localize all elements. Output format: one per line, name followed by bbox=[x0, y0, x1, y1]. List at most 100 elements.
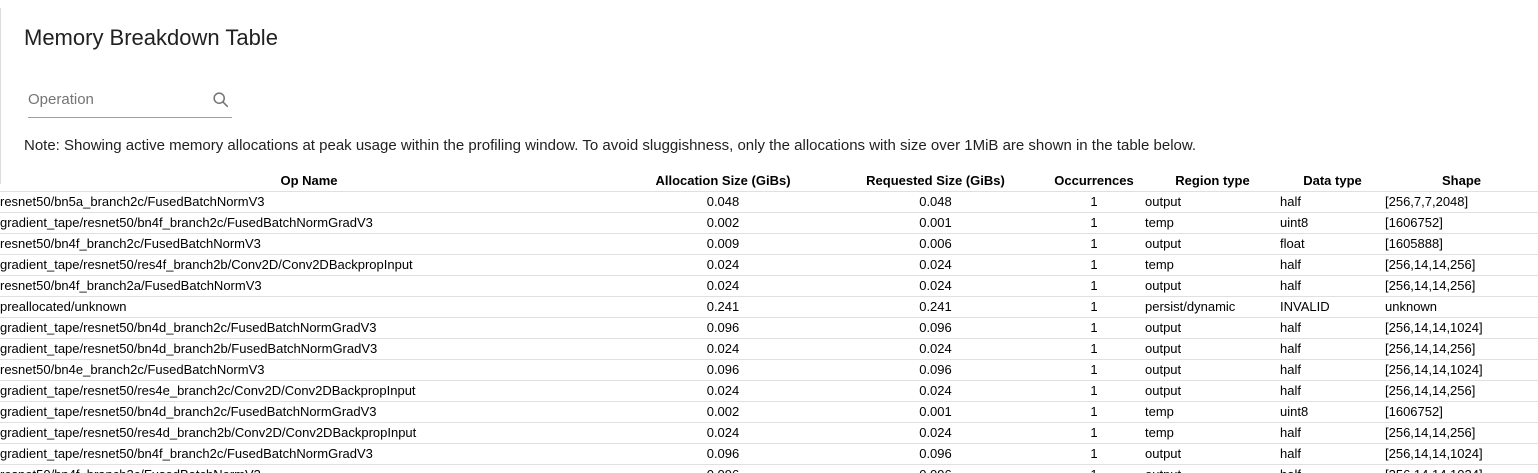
cell-occ: 1 bbox=[1090, 278, 1098, 293]
table-row[interactable]: gradient_tape/resnet50/bn4f_branch2c/Fus… bbox=[0, 213, 1538, 234]
cell-dtype: half bbox=[1280, 341, 1301, 356]
table-row[interactable]: gradient_tape/resnet50/bn4d_branch2b/Fus… bbox=[0, 339, 1538, 360]
page-title: Memory Breakdown Table bbox=[24, 25, 278, 50]
cell-req: 0.001 bbox=[919, 404, 952, 419]
cell-shape: [256,14,14,1024] bbox=[1385, 362, 1483, 377]
table-row[interactable]: gradient_tape/resnet50/bn4d_branch2c/Fus… bbox=[0, 318, 1538, 339]
cell-alloc: 0.096 bbox=[618, 465, 828, 473]
cell-op: gradient_tape/resnet50/res4d_branch2b/Co… bbox=[0, 425, 417, 440]
table-row[interactable]: resnet50/bn4f_branch2c/FusedBatchNormV3 0… bbox=[0, 234, 1538, 255]
cell-op: gradient_tape/resnet50/bn4f_branch2c/Fus… bbox=[0, 446, 373, 461]
column-header-allocation-size[interactable]: Allocation Size (GiBs) bbox=[655, 173, 791, 188]
column-header-requested-size[interactable]: Requested Size (GiBs) bbox=[866, 173, 1005, 188]
cell-dtype: float bbox=[1280, 236, 1305, 251]
cell-occ: 1 bbox=[1090, 425, 1098, 440]
column-header-region-type[interactable]: Region type bbox=[1175, 173, 1250, 188]
cell-req: 0.024 bbox=[919, 383, 952, 398]
table-row[interactable]: resnet50/bn5a_branch2c/FusedBatchNormV3 0… bbox=[0, 192, 1538, 213]
cell-dtype: half bbox=[1280, 446, 1301, 461]
cell-dtype: half bbox=[1280, 257, 1301, 272]
cell-alloc: 0.024 bbox=[706, 383, 740, 398]
cell-dtype: half bbox=[1280, 465, 1385, 473]
cell-region: output bbox=[1145, 236, 1182, 251]
cell-region: output bbox=[1145, 383, 1182, 398]
cell-dtype: INVALID bbox=[1280, 299, 1330, 314]
cell-req: 0.096 bbox=[919, 362, 952, 377]
table-row[interactable]: gradient_tape/resnet50/res4e_branch2c/Co… bbox=[0, 381, 1538, 402]
note-text: Note: Showing active memory allocations … bbox=[24, 137, 1197, 154]
cell-alloc: 0.241 bbox=[706, 299, 740, 314]
cell-req: 0.241 bbox=[919, 299, 952, 314]
cell-req: 0.024 bbox=[919, 341, 952, 356]
cell-shape: [1606752] bbox=[1385, 404, 1443, 419]
cell-op: resnet50/bn4f_branch2c/FusedBatchNormV3 bbox=[0, 236, 261, 251]
cell-op: gradient_tape/resnet50/bn4d_branch2b/Fus… bbox=[0, 341, 378, 356]
cell-region: output bbox=[1145, 194, 1182, 209]
cell-op: resnet50/bn4f_branch2a/FusedBatchNormV3 bbox=[0, 278, 262, 293]
cell-shape: [256,14,14,256] bbox=[1385, 425, 1476, 440]
cell-op: gradient_tape/resnet50/bn4d_branch2c/Fus… bbox=[0, 404, 377, 419]
cell-alloc: 0.048 bbox=[706, 194, 740, 209]
table-row[interactable]: preallocated/unknown 0.241 0.241 1 persist/d… bbox=[0, 297, 1538, 318]
cell-alloc: 0.024 bbox=[706, 257, 740, 272]
cell-shape: [256,14,14,1024] bbox=[1385, 320, 1483, 335]
cell-region: output bbox=[1145, 341, 1182, 356]
cell-region: temp bbox=[1145, 425, 1174, 440]
operation-filter-input[interactable] bbox=[28, 82, 206, 116]
cell-shape: [256,14,14,256] bbox=[1385, 278, 1476, 293]
column-header-shape[interactable]: Shape bbox=[1441, 173, 1481, 188]
cell-occ: 1 bbox=[1090, 236, 1098, 251]
cell-occ: 1 bbox=[1043, 465, 1145, 473]
table-row[interactable]: resnet50/bn4f_branch2a/FusedBatchNormV3 0… bbox=[0, 276, 1538, 297]
cell-dtype: uint8 bbox=[1280, 404, 1309, 419]
cell-op: resnet50/bn5a_branch2c/FusedBatchNormV3 bbox=[0, 194, 265, 209]
table-row[interactable]: gradient_tape/resnet50/bn4f_branch2c/Fus… bbox=[0, 444, 1538, 465]
cell-dtype: half bbox=[1280, 425, 1301, 440]
cell-shape: [256,14,14,256] bbox=[1385, 257, 1476, 272]
cell-shape: [256,14,14,256] bbox=[1385, 341, 1476, 356]
search-icon[interactable] bbox=[212, 91, 230, 109]
cell-dtype: half bbox=[1280, 383, 1301, 398]
cell-req: 0.001 bbox=[919, 215, 952, 230]
card-left-border bbox=[0, 8, 1, 184]
table-row[interactable]: resnet50/bn4f_branch2c/FusedBatchNormV30… bbox=[0, 465, 1538, 473]
table-row[interactable]: gradient_tape/resnet50/res4f_branch2b/Co… bbox=[0, 255, 1538, 276]
cell-alloc: 0.096 bbox=[706, 320, 740, 335]
cell-occ: 1 bbox=[1090, 383, 1098, 398]
cell-occ: 1 bbox=[1090, 215, 1098, 230]
column-header-data-type[interactable]: Data type bbox=[1303, 173, 1362, 188]
cell-shape: unknown bbox=[1385, 299, 1438, 314]
cell-occ: 1 bbox=[1090, 446, 1098, 461]
table-row[interactable]: gradient_tape/resnet50/bn4d_branch2c/Fus… bbox=[0, 402, 1538, 423]
cell-occ: 1 bbox=[1090, 341, 1098, 356]
cell-dtype: half bbox=[1280, 320, 1301, 335]
cell-alloc: 0.009 bbox=[706, 236, 740, 251]
cell-dtype: uint8 bbox=[1280, 215, 1309, 230]
cell-op: preallocated/unknown bbox=[0, 299, 127, 314]
cell-req: 0.024 bbox=[919, 425, 952, 440]
cell-dtype: half bbox=[1280, 278, 1301, 293]
cell-occ: 1 bbox=[1090, 320, 1098, 335]
cell-region: output bbox=[1145, 362, 1182, 377]
cell-shape: [256,14,14,1024] bbox=[1385, 465, 1538, 473]
operation-filter-field[interactable] bbox=[28, 82, 232, 118]
cell-req: 0.006 bbox=[919, 236, 952, 251]
column-header-occurrences[interactable]: Occurrences bbox=[1054, 173, 1134, 188]
cell-shape: [256,14,14,256] bbox=[1385, 383, 1476, 398]
cell-shape: [1605888] bbox=[1385, 236, 1443, 251]
cell-op: gradient_tape/resnet50/res4f_branch2b/Co… bbox=[0, 257, 413, 272]
cell-op: gradient_tape/resnet50/res4e_branch2c/Co… bbox=[0, 383, 416, 398]
cell-dtype: half bbox=[1280, 362, 1301, 377]
cell-region: output bbox=[1145, 446, 1182, 461]
cell-alloc: 0.096 bbox=[706, 362, 740, 377]
cell-shape: [256,14,14,1024] bbox=[1385, 446, 1483, 461]
table-row[interactable]: resnet50/bn4e_branch2c/FusedBatchNormV3 0… bbox=[0, 360, 1538, 381]
table-row[interactable]: gradient_tape/resnet50/res4d_branch2b/Co… bbox=[0, 423, 1538, 444]
cell-occ: 1 bbox=[1090, 362, 1098, 377]
cell-region: output bbox=[1145, 278, 1182, 293]
cell-req: 0.096 bbox=[828, 465, 1043, 473]
column-header-op-name[interactable]: Op Name bbox=[280, 173, 338, 188]
cell-alloc: 0.002 bbox=[706, 215, 740, 230]
cell-occ: 1 bbox=[1090, 194, 1098, 209]
cell-alloc: 0.024 bbox=[706, 341, 740, 356]
